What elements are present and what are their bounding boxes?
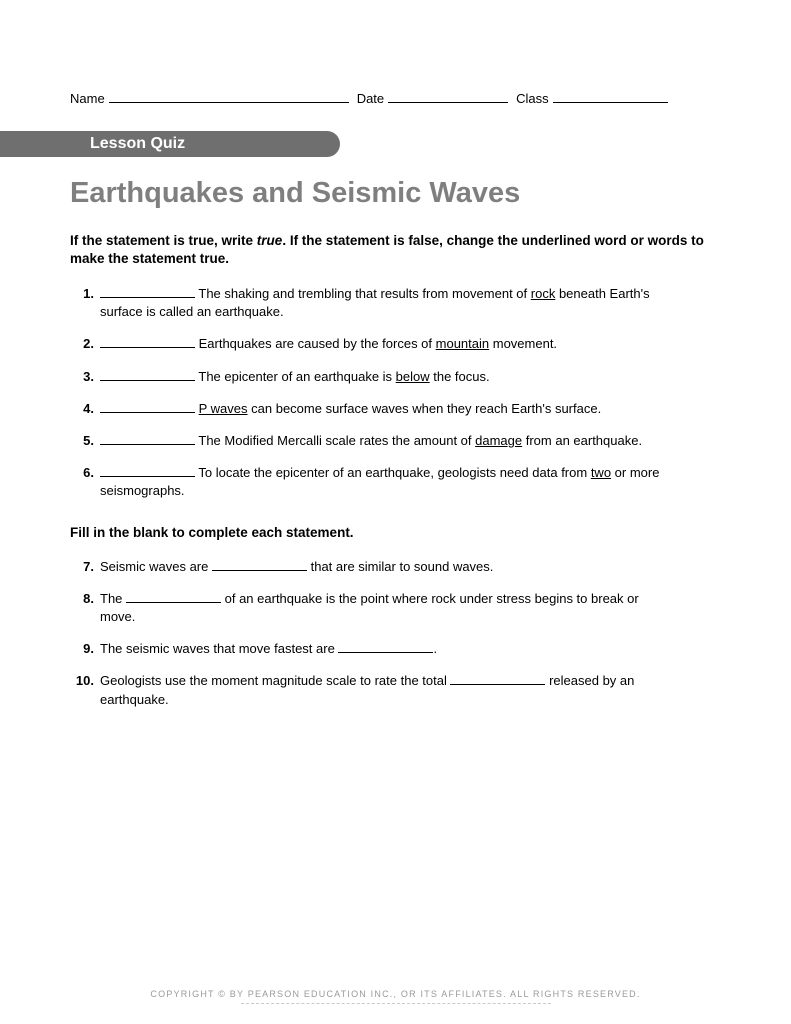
q-num: 10. [70,672,100,708]
q-num: 1. [70,285,100,321]
question-2: 2. Earthquakes are caused by the forces … [70,335,721,353]
q-body: The shaking and trembling that results f… [100,285,721,321]
q-body: Geologists use the moment magnitude scal… [100,672,721,708]
underlined-word: below [396,369,430,384]
instructions-2: Fill in the blank to complete each state… [70,525,721,540]
question-list-b: 7. Seismic waves are that are similar to… [70,558,721,709]
name-label: Name [70,91,105,106]
question-3: 3. The epicenter of an earthquake is bel… [70,368,721,386]
q-body: The Modified Mercalli scale rates the am… [100,432,721,450]
question-5: 5. The Modified Mercalli scale rates the… [70,432,721,450]
lesson-banner: Lesson Quiz [0,131,340,157]
header-row: Name Date Class [70,90,721,106]
instr-true: true [257,233,283,248]
q-body: The seismic waves that move fastest are … [100,640,721,658]
class-blank[interactable] [553,90,668,103]
instr-part1: If the statement is true, write [70,233,257,248]
question-9: 9. The seismic waves that move fastest a… [70,640,721,658]
q-num: 2. [70,335,100,353]
question-8: 8. The of an earthquake is the point whe… [70,590,721,626]
question-7: 7. Seismic waves are that are similar to… [70,558,721,576]
q-body: To locate the epicenter of an earthquake… [100,464,721,500]
class-label: Class [516,91,549,106]
underlined-word: rock [531,286,556,301]
underlined-word: mountain [436,336,489,351]
q-body: The epicenter of an earthquake is below … [100,368,721,386]
fill-blank[interactable] [126,591,221,603]
question-1: 1. The shaking and trembling that result… [70,285,721,321]
q-num: 6. [70,464,100,500]
q-body: Seismic waves are that are similar to so… [100,558,721,576]
q-num: 5. [70,432,100,450]
date-blank[interactable] [388,90,508,103]
fill-blank[interactable] [450,674,545,686]
question-4: 4. P waves can become surface waves when… [70,400,721,418]
lesson-banner-text: Lesson Quiz [0,135,185,153]
q-num: 8. [70,590,100,626]
footer-divider [241,1003,551,1004]
answer-blank[interactable] [100,337,195,349]
date-label: Date [357,91,384,106]
underlined-word: two [591,465,611,480]
q-num: 3. [70,368,100,386]
copyright-text: COPYRIGHT © BY PEARSON EDUCATION INC., O… [150,989,640,999]
underlined-word: damage [475,433,522,448]
fill-blank[interactable] [212,559,307,571]
page-title: Earthquakes and Seismic Waves [70,177,721,210]
q-num: 4. [70,400,100,418]
q-body: The of an earthquake is the point where … [100,590,721,626]
q-body: P waves can become surface waves when th… [100,400,721,418]
name-blank[interactable] [109,90,349,103]
answer-blank[interactable] [100,401,195,413]
instructions-1: If the statement is true, write true. If… [70,232,721,267]
answer-blank[interactable] [100,369,195,381]
q-num: 7. [70,558,100,576]
answer-blank[interactable] [100,433,195,445]
copyright-footer: COPYRIGHT © BY PEARSON EDUCATION INC., O… [0,989,791,1004]
question-10: 10. Geologists use the moment magnitude … [70,672,721,708]
fill-blank[interactable] [338,641,433,653]
question-list-a: 1. The shaking and trembling that result… [70,285,721,501]
answer-blank[interactable] [100,286,195,298]
q-body: Earthquakes are caused by the forces of … [100,335,721,353]
underlined-word: P waves [199,401,248,416]
q-num: 9. [70,640,100,658]
question-6: 6. To locate the epicenter of an earthqu… [70,464,721,500]
answer-blank[interactable] [100,466,195,478]
worksheet-page: Name Date Class Lesson Quiz Earthquakes … [0,0,791,709]
